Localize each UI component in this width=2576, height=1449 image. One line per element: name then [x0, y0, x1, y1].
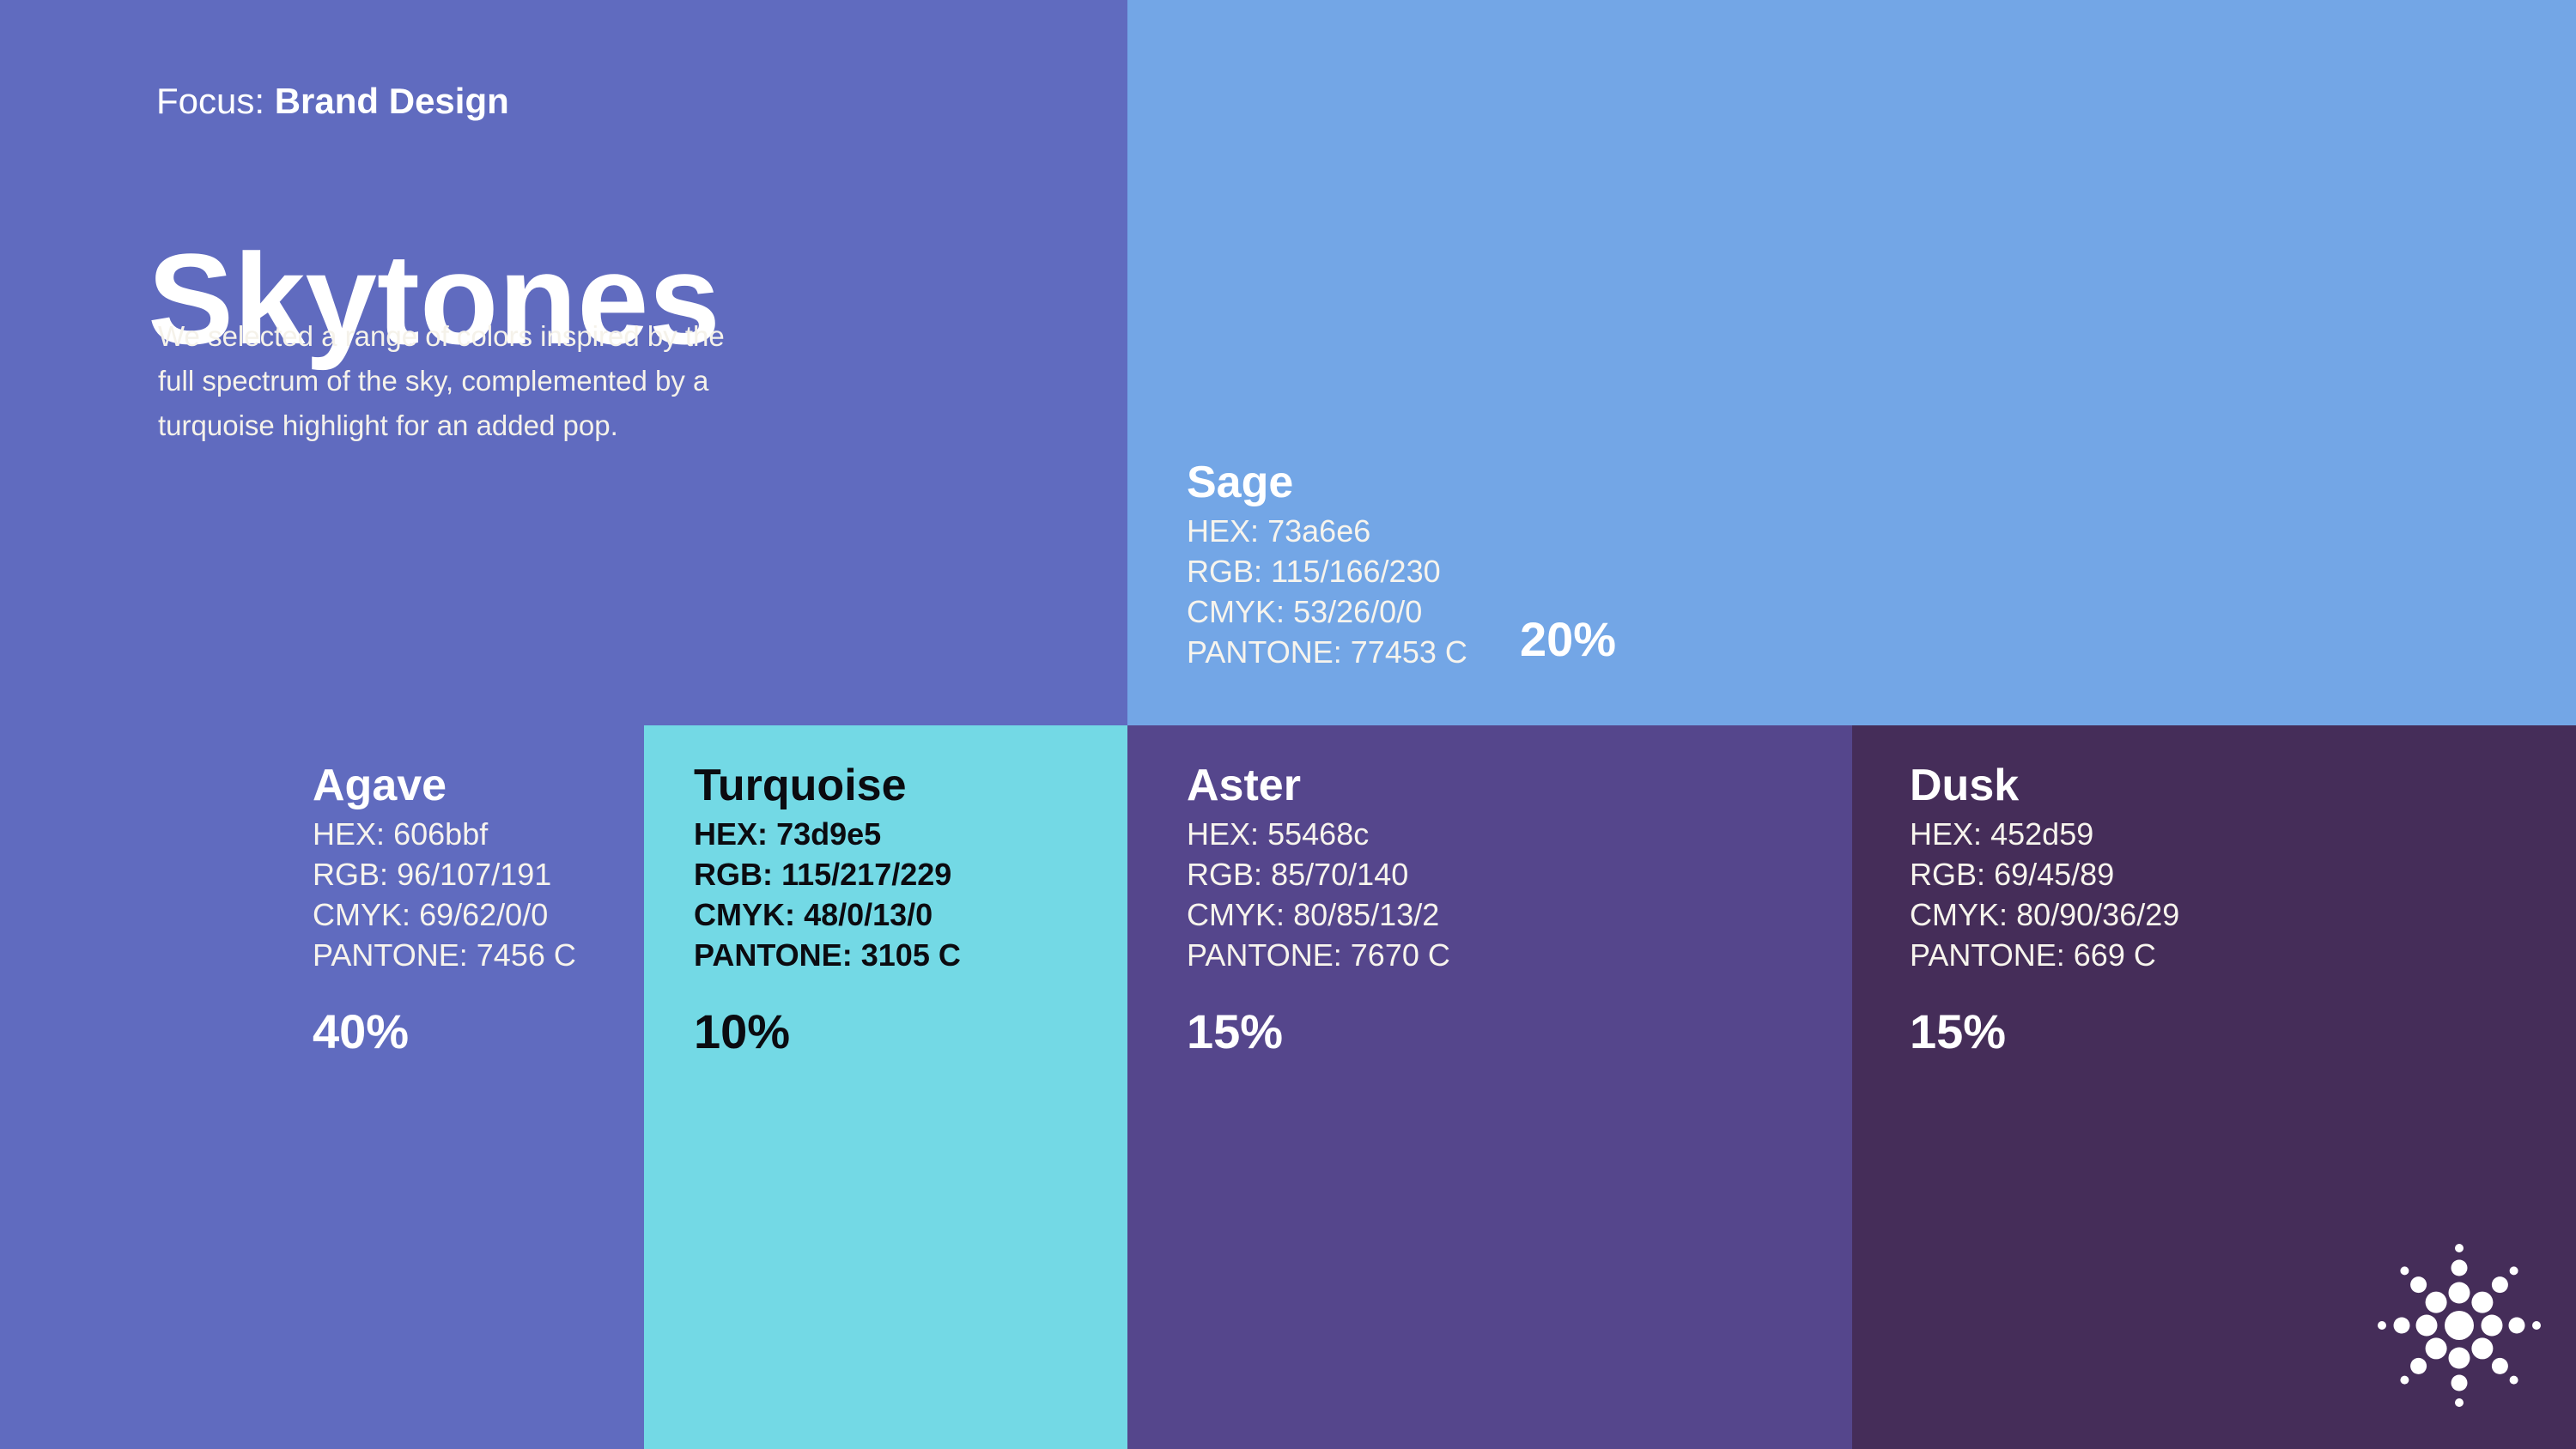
spec-line-rgb: RGB: 115/217/229 [694, 854, 961, 894]
description: We selected a range of colors inspired b… [158, 314, 725, 448]
spec-line-hex: HEX: 73d9e5 [694, 814, 961, 854]
focus-line: Focus: Brand Design [156, 79, 509, 124]
spec-label: RGB: [1187, 857, 1263, 892]
spec-line-rgb: RGB: 115/166/230 [1187, 551, 1467, 591]
spec-value: 55468c [1267, 816, 1370, 852]
spec-label: RGB: [313, 857, 389, 892]
spec-value: 606bbf [393, 816, 489, 852]
spec-value: 96/107/191 [397, 857, 552, 892]
spec-label: HEX: [313, 816, 386, 852]
spec-value: 69/62/0/0 [419, 897, 549, 932]
spec-value: 80/90/36/29 [2016, 897, 2180, 932]
swatch-panel-sage [1127, 0, 2576, 725]
swatch-specs: HEX: 73d9e5 RGB: 115/217/229 CMYK: 48/0/13/… [694, 814, 961, 975]
swatch-panel-turquoise [644, 725, 1127, 1449]
spec-value: 69/45/89 [1994, 857, 2115, 892]
swatch-info-dusk: Dusk HEX: 452d59 RGB: 69/45/89 CMYK: 80/90/… [1910, 759, 2179, 1056]
swatch-name: Aster [1187, 761, 1301, 810]
spec-value: 3105 C [860, 937, 961, 973]
spec-label: CMYK: [313, 897, 411, 932]
spec-value: 77453 C [1350, 634, 1467, 670]
spec-line-hex: HEX: 606bbf [313, 814, 576, 854]
spec-label: RGB: [1910, 857, 1986, 892]
description-line: turquoise highlight for an added pop. [158, 409, 618, 441]
spec-value: 48/0/13/0 [804, 897, 933, 932]
spec-line-rgb: RGB: 96/107/191 [313, 854, 576, 894]
spec-value: 80/85/13/2 [1293, 897, 1440, 932]
percent-label: 40% [313, 1004, 410, 1058]
spec-line-hex: HEX: 452d59 [1910, 814, 2179, 854]
swatch-name: Sage [1187, 458, 1294, 507]
description-line: We selected a range of colors inspired b… [158, 320, 725, 352]
spec-label: RGB: [694, 857, 773, 892]
spec-label: PANTONE: [313, 937, 468, 973]
focus-label: Focus: [156, 81, 265, 121]
spec-line-pantone: PANTONE: 77453 C [1187, 632, 1467, 672]
spec-label: RGB: [1187, 554, 1263, 589]
swatch-specs: HEX: 73a6e6 RGB: 115/166/230 CMYK: 53/26/0/… [1187, 511, 1467, 672]
swatch-panel-aster [1127, 725, 1852, 1449]
swatch-specs: HEX: 55468c RGB: 85/70/140 CMYK: 80/85/13/2… [1187, 814, 1450, 975]
spec-label: CMYK: [1187, 897, 1285, 932]
spec-line-cmyk: CMYK: 80/85/13/2 [1187, 894, 1450, 935]
spec-line-hex: HEX: 55468c [1187, 814, 1450, 854]
spec-label: CMYK: [1187, 594, 1285, 629]
swatch-name: Turquoise [694, 761, 907, 810]
swatch-info-sage: Sage HEX: 73a6e6 RGB: 115/166/230 CMYK: 53/… [1187, 456, 1616, 672]
percent-label: 15% [1187, 1004, 1284, 1058]
percent-label: 15% [1910, 1004, 2007, 1058]
focus-value: Brand Design [274, 81, 509, 121]
spec-label: HEX: [1187, 513, 1260, 549]
spec-line-hex: HEX: 73a6e6 [1187, 511, 1467, 551]
swatch-info-aster: Aster HEX: 55468c RGB: 85/70/140 CMYK: 80/8… [1187, 759, 1450, 1056]
description-line: full spectrum of the sky, complemented b… [158, 365, 709, 397]
spec-value: 85/70/140 [1271, 857, 1409, 892]
spec-line-cmyk: CMYK: 69/62/0/0 [313, 894, 576, 935]
spec-line-rgb: RGB: 69/45/89 [1910, 854, 2179, 894]
spec-label: PANTONE: [1187, 937, 1342, 973]
spec-value: 7670 C [1350, 937, 1450, 973]
spec-value: 73d9e5 [776, 816, 882, 852]
spec-value: 115/166/230 [1271, 554, 1441, 589]
spec-label: CMYK: [694, 897, 795, 932]
spec-line-pantone: PANTONE: 3105 C [694, 935, 961, 975]
swatch-name: Agave [313, 761, 447, 810]
spec-line-pantone: PANTONE: 669 C [1910, 935, 2179, 975]
sunburst-icon [2378, 1244, 2541, 1407]
spec-label: PANTONE: [694, 937, 853, 973]
spec-line-pantone: PANTONE: 7456 C [313, 935, 576, 975]
spec-label: PANTONE: [1187, 634, 1342, 670]
spec-value: 7456 C [476, 937, 576, 973]
spec-label: HEX: [694, 816, 769, 852]
spec-value: 115/217/229 [781, 857, 952, 892]
spec-line-cmyk: CMYK: 53/26/0/0 [1187, 591, 1467, 632]
swatch-info-agave: Agave HEX: 606bbf RGB: 96/107/191 CMYK: 69/… [313, 759, 576, 1056]
spec-value: 53/26/0/0 [1293, 594, 1423, 629]
swatch-specs: HEX: 452d59 RGB: 69/45/89 CMYK: 80/90/36/29… [1910, 814, 2179, 975]
spec-value: 452d59 [1990, 816, 2094, 852]
spec-line-pantone: PANTONE: 7670 C [1187, 935, 1450, 975]
spec-label: PANTONE: [1910, 937, 2065, 973]
spec-value: 669 C [2073, 937, 2156, 973]
spec-line-rgb: RGB: 85/70/140 [1187, 854, 1450, 894]
spec-line-cmyk: CMYK: 80/90/36/29 [1910, 894, 2179, 935]
percent-label: 20% [1520, 612, 1617, 666]
swatch-name: Dusk [1910, 761, 2020, 810]
spec-value: 73a6e6 [1267, 513, 1371, 549]
spec-label: HEX: [1187, 816, 1260, 852]
swatch-info-turquoise: Turquoise HEX: 73d9e5 RGB: 115/217/229 CMY… [694, 759, 961, 1056]
percent-label: 10% [694, 1004, 791, 1058]
page-title: Skytones [148, 226, 720, 371]
spec-line-cmyk: CMYK: 48/0/13/0 [694, 894, 961, 935]
spec-label: HEX: [1910, 816, 1983, 852]
spec-label: CMYK: [1910, 897, 2008, 932]
sunburst-dots [2378, 1244, 2541, 1407]
swatch-specs: HEX: 606bbf RGB: 96/107/191 CMYK: 69/62/0/0… [313, 814, 576, 975]
